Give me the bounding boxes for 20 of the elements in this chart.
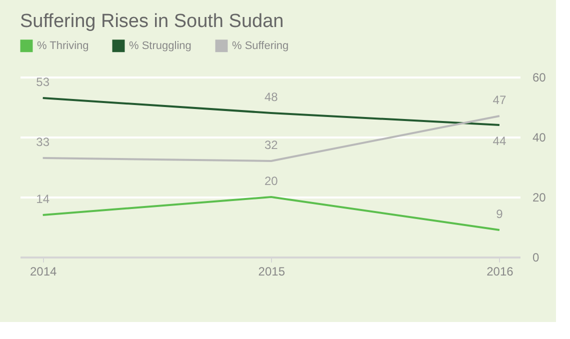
x-tick-label: 2014 [30,264,57,278]
y-tick-label: 60 [532,70,546,84]
y-tick-label: 0 [532,250,540,264]
y-tick-label: 40 [532,130,546,144]
data-label: 47 [492,93,506,107]
x-tick-label: 2015 [258,264,286,278]
data-label: 14 [36,192,50,206]
y-tick-label: 20 [532,190,546,204]
data-label: 32 [264,138,278,152]
data-label: 9 [496,207,504,221]
data-label: 20 [264,174,278,188]
x-tick-label: 2016 [486,264,514,278]
data-label: 53 [36,75,50,89]
data-label: 33 [36,135,50,149]
legend-label: % Suffering [232,40,289,52]
chart-title: Suffering Rises in South Sudan [20,11,284,32]
data-label: 48 [264,90,278,104]
data-label: 44 [492,134,506,148]
legend-label: % Struggling [129,40,192,52]
legend-label: % Thriving [37,40,89,52]
